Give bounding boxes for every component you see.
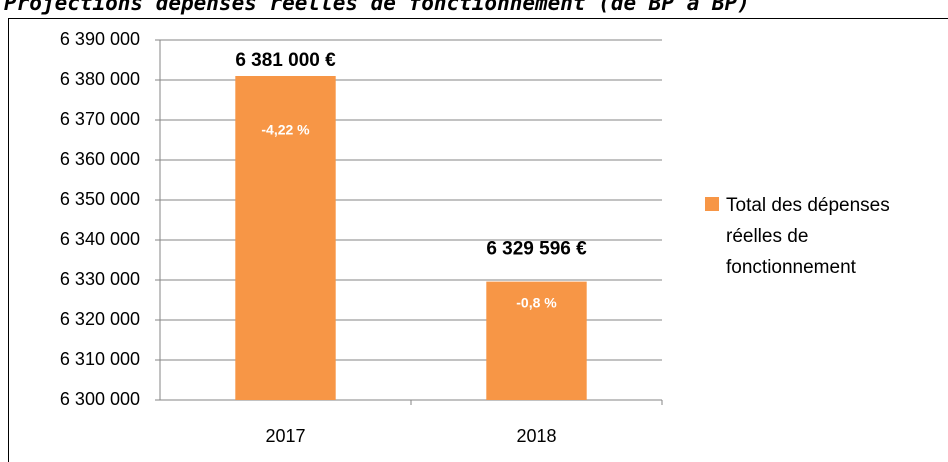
y-tick-label: 6 300 000	[60, 389, 140, 409]
legend-label: Total des dépenses réelles de fonctionne…	[726, 195, 890, 278]
y-tick-label: 6 370 000	[60, 109, 140, 129]
legend-swatch	[705, 197, 719, 211]
y-tick-label: 6 330 000	[60, 269, 140, 289]
chart-border	[8, 18, 948, 462]
chart-title: Projections dépenses réelles de fonction…	[4, 0, 750, 15]
data-label: 6 381 000 €	[235, 50, 336, 71]
y-tick-label: 6 310 000	[60, 349, 140, 369]
y-tick-label: 6 350 000	[60, 189, 140, 209]
y-tick-label: 6 390 000	[60, 29, 140, 49]
y-tick-label: 6 320 000	[60, 309, 140, 329]
data-label: 6 329 596 €	[486, 239, 587, 260]
x-tick-label: 2018	[516, 426, 556, 446]
x-tick-label: 2017	[265, 426, 305, 446]
bar-annotation: -4,22 %	[261, 122, 310, 138]
y-tick-label: 6 340 000	[60, 229, 140, 249]
y-tick-label: 6 380 000	[60, 69, 140, 89]
bar	[486, 281, 587, 400]
bar	[235, 76, 336, 400]
bar-annotation: -0,8 %	[516, 294, 557, 310]
y-tick-label: 6 360 000	[60, 149, 140, 169]
